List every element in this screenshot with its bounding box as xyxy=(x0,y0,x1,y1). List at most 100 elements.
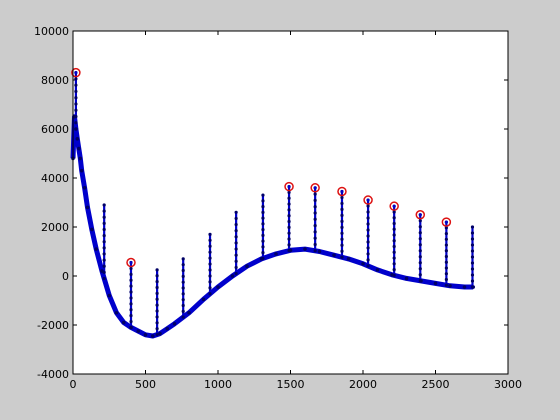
series-point xyxy=(287,190,291,194)
series-point xyxy=(155,285,159,290)
series-point xyxy=(245,264,249,269)
series-point xyxy=(181,309,185,313)
series-point xyxy=(129,278,133,282)
peak-marker-center xyxy=(392,204,396,208)
series-point xyxy=(165,326,170,331)
series-point xyxy=(313,236,317,240)
series-point xyxy=(313,198,317,202)
series-point xyxy=(418,225,422,229)
series-point xyxy=(470,231,475,235)
series-point xyxy=(340,249,344,253)
series-point xyxy=(375,268,380,272)
series-point xyxy=(366,228,370,232)
series-point xyxy=(340,237,344,241)
series-point xyxy=(187,310,191,315)
series-point xyxy=(366,204,370,208)
series-point xyxy=(172,321,177,326)
series-point xyxy=(102,264,106,268)
series-point xyxy=(201,297,206,302)
series-point xyxy=(181,257,185,261)
series-point xyxy=(288,248,293,253)
series-point xyxy=(261,205,265,209)
y-tick-label: 6000 xyxy=(41,123,69,136)
series-point xyxy=(470,237,475,241)
series-point xyxy=(234,210,238,214)
series-point xyxy=(366,216,370,220)
series-point xyxy=(340,201,344,206)
series-point xyxy=(102,252,106,256)
series-point xyxy=(366,222,370,226)
peak-marker-center xyxy=(287,185,291,189)
series-point xyxy=(155,309,159,313)
series-point xyxy=(100,269,104,273)
x-tick-label: 2000 xyxy=(349,378,377,391)
series-point xyxy=(340,243,344,247)
series-point xyxy=(74,83,78,87)
x-tick-label: 1500 xyxy=(277,378,305,391)
series-point xyxy=(340,195,344,200)
series-point xyxy=(259,257,264,261)
series-point xyxy=(470,279,475,283)
series-point xyxy=(158,331,162,336)
series-point xyxy=(287,214,291,218)
series-point xyxy=(313,205,317,209)
peak-marker xyxy=(363,195,373,205)
series-point xyxy=(181,298,185,302)
peak-marker-center xyxy=(418,213,422,217)
series-point xyxy=(234,265,238,270)
series-point xyxy=(392,244,396,249)
peak-marker xyxy=(441,217,452,227)
series-point xyxy=(129,266,133,271)
series-point xyxy=(216,285,220,289)
series-point xyxy=(129,308,133,312)
series-point xyxy=(340,231,344,235)
series-point xyxy=(287,219,291,224)
series-point xyxy=(404,276,409,281)
series-point xyxy=(74,96,78,100)
series-point xyxy=(155,332,159,337)
series-point xyxy=(317,249,322,254)
series-point xyxy=(261,216,265,220)
series-point xyxy=(208,238,212,242)
series-point xyxy=(79,168,84,173)
series-point xyxy=(313,223,317,228)
series-point xyxy=(129,272,133,276)
series-point xyxy=(181,292,185,296)
series-point xyxy=(208,280,212,284)
series-point xyxy=(208,262,212,266)
series-point xyxy=(346,257,351,261)
series-point xyxy=(470,225,475,229)
series-point xyxy=(234,222,238,227)
y-tick-label: -4000 xyxy=(37,368,69,381)
series-point xyxy=(208,250,212,254)
series-point xyxy=(261,199,265,203)
series-point xyxy=(102,258,106,262)
peak-marker-center xyxy=(74,71,78,75)
series-point xyxy=(155,327,159,331)
series-point xyxy=(181,286,185,290)
series-point xyxy=(234,259,238,263)
series-point xyxy=(102,276,106,281)
series-point xyxy=(470,267,475,271)
y-tick-label: 10000 xyxy=(34,25,69,38)
series-point xyxy=(462,285,467,289)
series-point xyxy=(155,274,159,278)
series-point xyxy=(444,277,448,282)
x-tick-label: 1000 xyxy=(204,378,232,391)
series-point xyxy=(155,291,159,295)
plot-area xyxy=(73,31,508,374)
series-point xyxy=(74,77,78,81)
series-point xyxy=(340,255,344,259)
peak-marker xyxy=(389,201,399,211)
series-point xyxy=(418,267,422,271)
series-point xyxy=(129,290,133,294)
series-point xyxy=(313,211,317,215)
y-tick-label: 2000 xyxy=(41,221,69,234)
series-point xyxy=(234,235,238,239)
series-point xyxy=(444,237,448,241)
series-point xyxy=(121,320,126,325)
series-point xyxy=(471,285,476,289)
y-tick-label: 8000 xyxy=(41,74,69,87)
series-point xyxy=(181,274,185,278)
